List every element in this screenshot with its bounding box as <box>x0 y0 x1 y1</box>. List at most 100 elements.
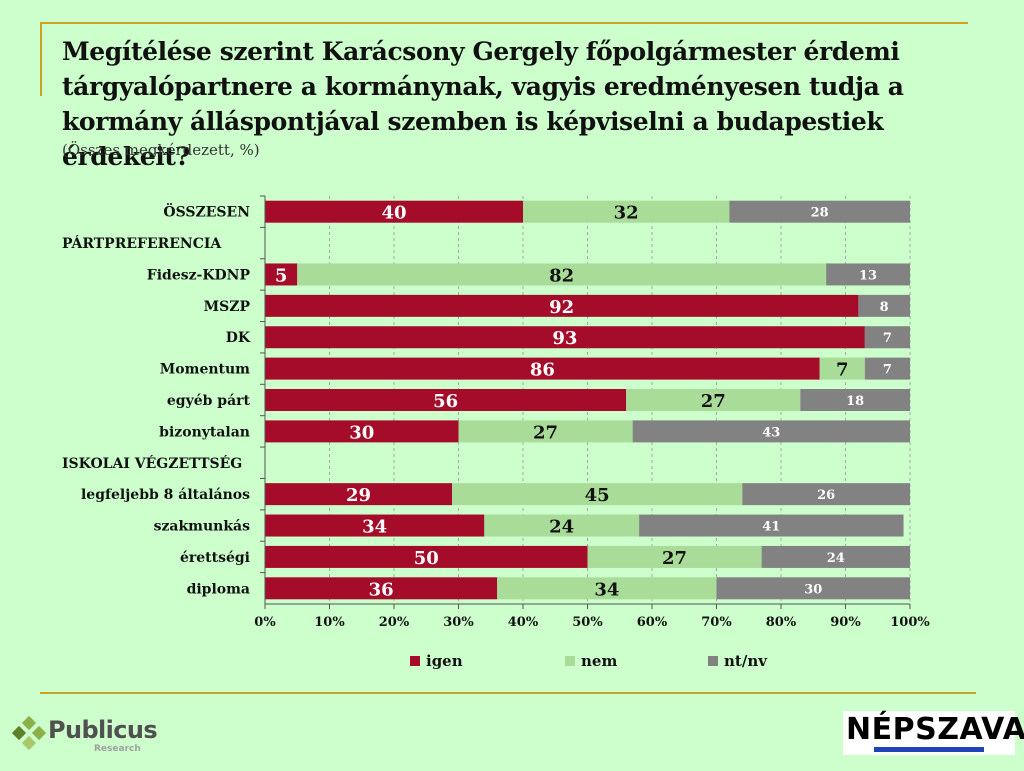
bars: 40 32 28 5 82 13 92 8 93 7 86 7 7 56 27 18 30 27 43 29 45 26 3… <box>265 200 910 600</box>
legend-label-nem: nem <box>581 652 617 670</box>
data-label-igen: 93 <box>552 328 577 349</box>
x-tick-label: 100% <box>890 615 930 630</box>
bar-segment-ntnv <box>716 577 910 600</box>
bar-segment-igen <box>265 545 588 568</box>
x-tick-label: 10% <box>314 615 345 630</box>
bar-segment-nem <box>452 483 743 506</box>
data-label-igen: 50 <box>414 548 439 569</box>
bar-segment-igen <box>265 420 459 443</box>
bar-segment-ntnv <box>742 483 910 506</box>
data-label-nem: 27 <box>662 548 687 569</box>
data-label-nem: 27 <box>533 422 558 443</box>
nepszava-logo-text: NÉPSZAVA <box>846 712 1024 747</box>
data-label-igen: 29 <box>346 485 371 506</box>
x-tick-label: 30% <box>443 615 474 630</box>
data-label-igen: 92 <box>549 297 574 318</box>
bar-segment-ntnv <box>761 545 910 568</box>
bar-segment-ntnv <box>632 420 910 443</box>
row-labels: ÖSSZESEN PÁRTPREFERENCIA Fidesz-KDNP MSZP DK… <box>62 202 251 598</box>
publicus-logo-text: Publicus <box>48 716 158 744</box>
category-label: egyéb párt <box>167 393 251 409</box>
category-label: ÖSSZESEN <box>163 202 250 221</box>
stacked-bar-chart: 40 32 28 5 82 13 92 8 93 7 86 7 7 56 27 18 30 27 43 29 45 26 3… <box>62 195 930 670</box>
bar-segment-ntnv <box>864 326 910 349</box>
bar-segment-igen <box>265 357 820 380</box>
bar-segment-nem <box>587 545 762 568</box>
legend-label-ntnv: nt/nv <box>724 652 768 670</box>
bar-segment-igen <box>265 389 627 411</box>
chart-subtitle: (Összes megkérdezett, %) <box>62 141 260 159</box>
bar-segment-ntnv <box>639 514 904 537</box>
data-label-nem: 82 <box>549 265 574 286</box>
bar-segment-igen <box>265 294 859 317</box>
legend-swatch-ntnv <box>708 656 718 666</box>
bar-segment-igen <box>265 200 523 223</box>
bar-segment-ntnv <box>858 294 910 317</box>
data-label-ntnv: 13 <box>859 268 877 283</box>
bar-segment-nem <box>297 263 827 286</box>
left-rule <box>40 22 42 96</box>
data-label-ntnv: 7 <box>883 331 892 346</box>
data-label-ntnv: 28 <box>811 206 829 221</box>
data-label-ntnv: 30 <box>804 582 822 597</box>
data-label-ntnv: 18 <box>846 394 864 409</box>
bar-segment-igen <box>265 483 453 506</box>
legend-label-igen: igen <box>426 652 463 670</box>
category-label: MSZP <box>204 299 251 315</box>
bar-segment-igen <box>265 263 298 286</box>
data-label-ntnv: 26 <box>817 488 835 503</box>
bar-segment-igen <box>265 326 865 349</box>
bar-segment-ntnv <box>864 357 910 380</box>
data-label-ntnv: 8 <box>880 300 889 315</box>
legend-swatch-nem <box>565 656 575 666</box>
category-label: legfeljebb 8 általános <box>81 487 250 503</box>
top-rule <box>40 22 968 24</box>
category-label: bizonytalan <box>159 424 250 440</box>
bar-segment-nem <box>626 389 801 411</box>
category-label: szakmunkás <box>154 519 251 535</box>
data-label-ntnv: 7 <box>883 363 892 378</box>
group-header-label: PÁRTPREFERENCIA <box>62 234 222 252</box>
data-label-igen: 56 <box>433 391 458 412</box>
category-label: érettségi <box>180 550 250 566</box>
bar-segment-nem <box>819 357 865 380</box>
x-tick-label: 80% <box>766 615 797 630</box>
legend-swatch-igen <box>410 656 420 666</box>
x-tick-label: 60% <box>637 615 668 630</box>
data-label-nem: 7 <box>836 360 849 381</box>
data-label-igen: 40 <box>381 203 406 224</box>
bar-segment-nem <box>497 577 717 600</box>
nepszava-logo-bar <box>874 747 984 752</box>
data-label-ntnv: 41 <box>762 520 780 535</box>
data-label-nem: 32 <box>614 203 639 224</box>
chart-title: Megítélése szerint Karácsony Gergely főp… <box>62 37 904 171</box>
publicus-logo-subtext: Research <box>94 744 141 754</box>
bar-segment-igen <box>265 577 498 600</box>
x-tick-label: 70% <box>701 615 732 630</box>
x-tick-label: 40% <box>508 615 539 630</box>
data-label-igen: 36 <box>369 579 394 600</box>
data-label-nem: 27 <box>701 391 726 412</box>
data-label-nem: 45 <box>585 485 610 506</box>
data-label-ntnv: 43 <box>762 425 780 440</box>
bar-segment-ntnv <box>729 200 910 223</box>
data-label-igen: 5 <box>275 265 288 286</box>
data-label-nem: 24 <box>549 517 574 538</box>
bar-segment-igen <box>265 514 485 537</box>
data-label-nem: 34 <box>594 579 619 600</box>
publicus-logo-icon <box>12 715 47 751</box>
data-label-igen: 30 <box>349 422 374 443</box>
data-label-igen: 34 <box>362 517 387 538</box>
bar-segment-nem <box>523 200 730 223</box>
bar-segment-nem <box>458 420 633 443</box>
bar-segment-ntnv <box>800 389 910 411</box>
group-header-label: ISKOLAI VÉGZETTSÉG <box>62 454 242 472</box>
x-tick-label: 50% <box>572 615 603 630</box>
category-label: DK <box>226 330 251 346</box>
x-tick-label: 90% <box>830 615 861 630</box>
bar-segment-ntnv <box>826 263 910 286</box>
nepszava-logo: NÉPSZAVA <box>843 711 1024 755</box>
legend: igen nem nt/nv <box>410 652 768 670</box>
category-label: diploma <box>187 581 250 597</box>
category-label: Momentum <box>160 362 250 378</box>
